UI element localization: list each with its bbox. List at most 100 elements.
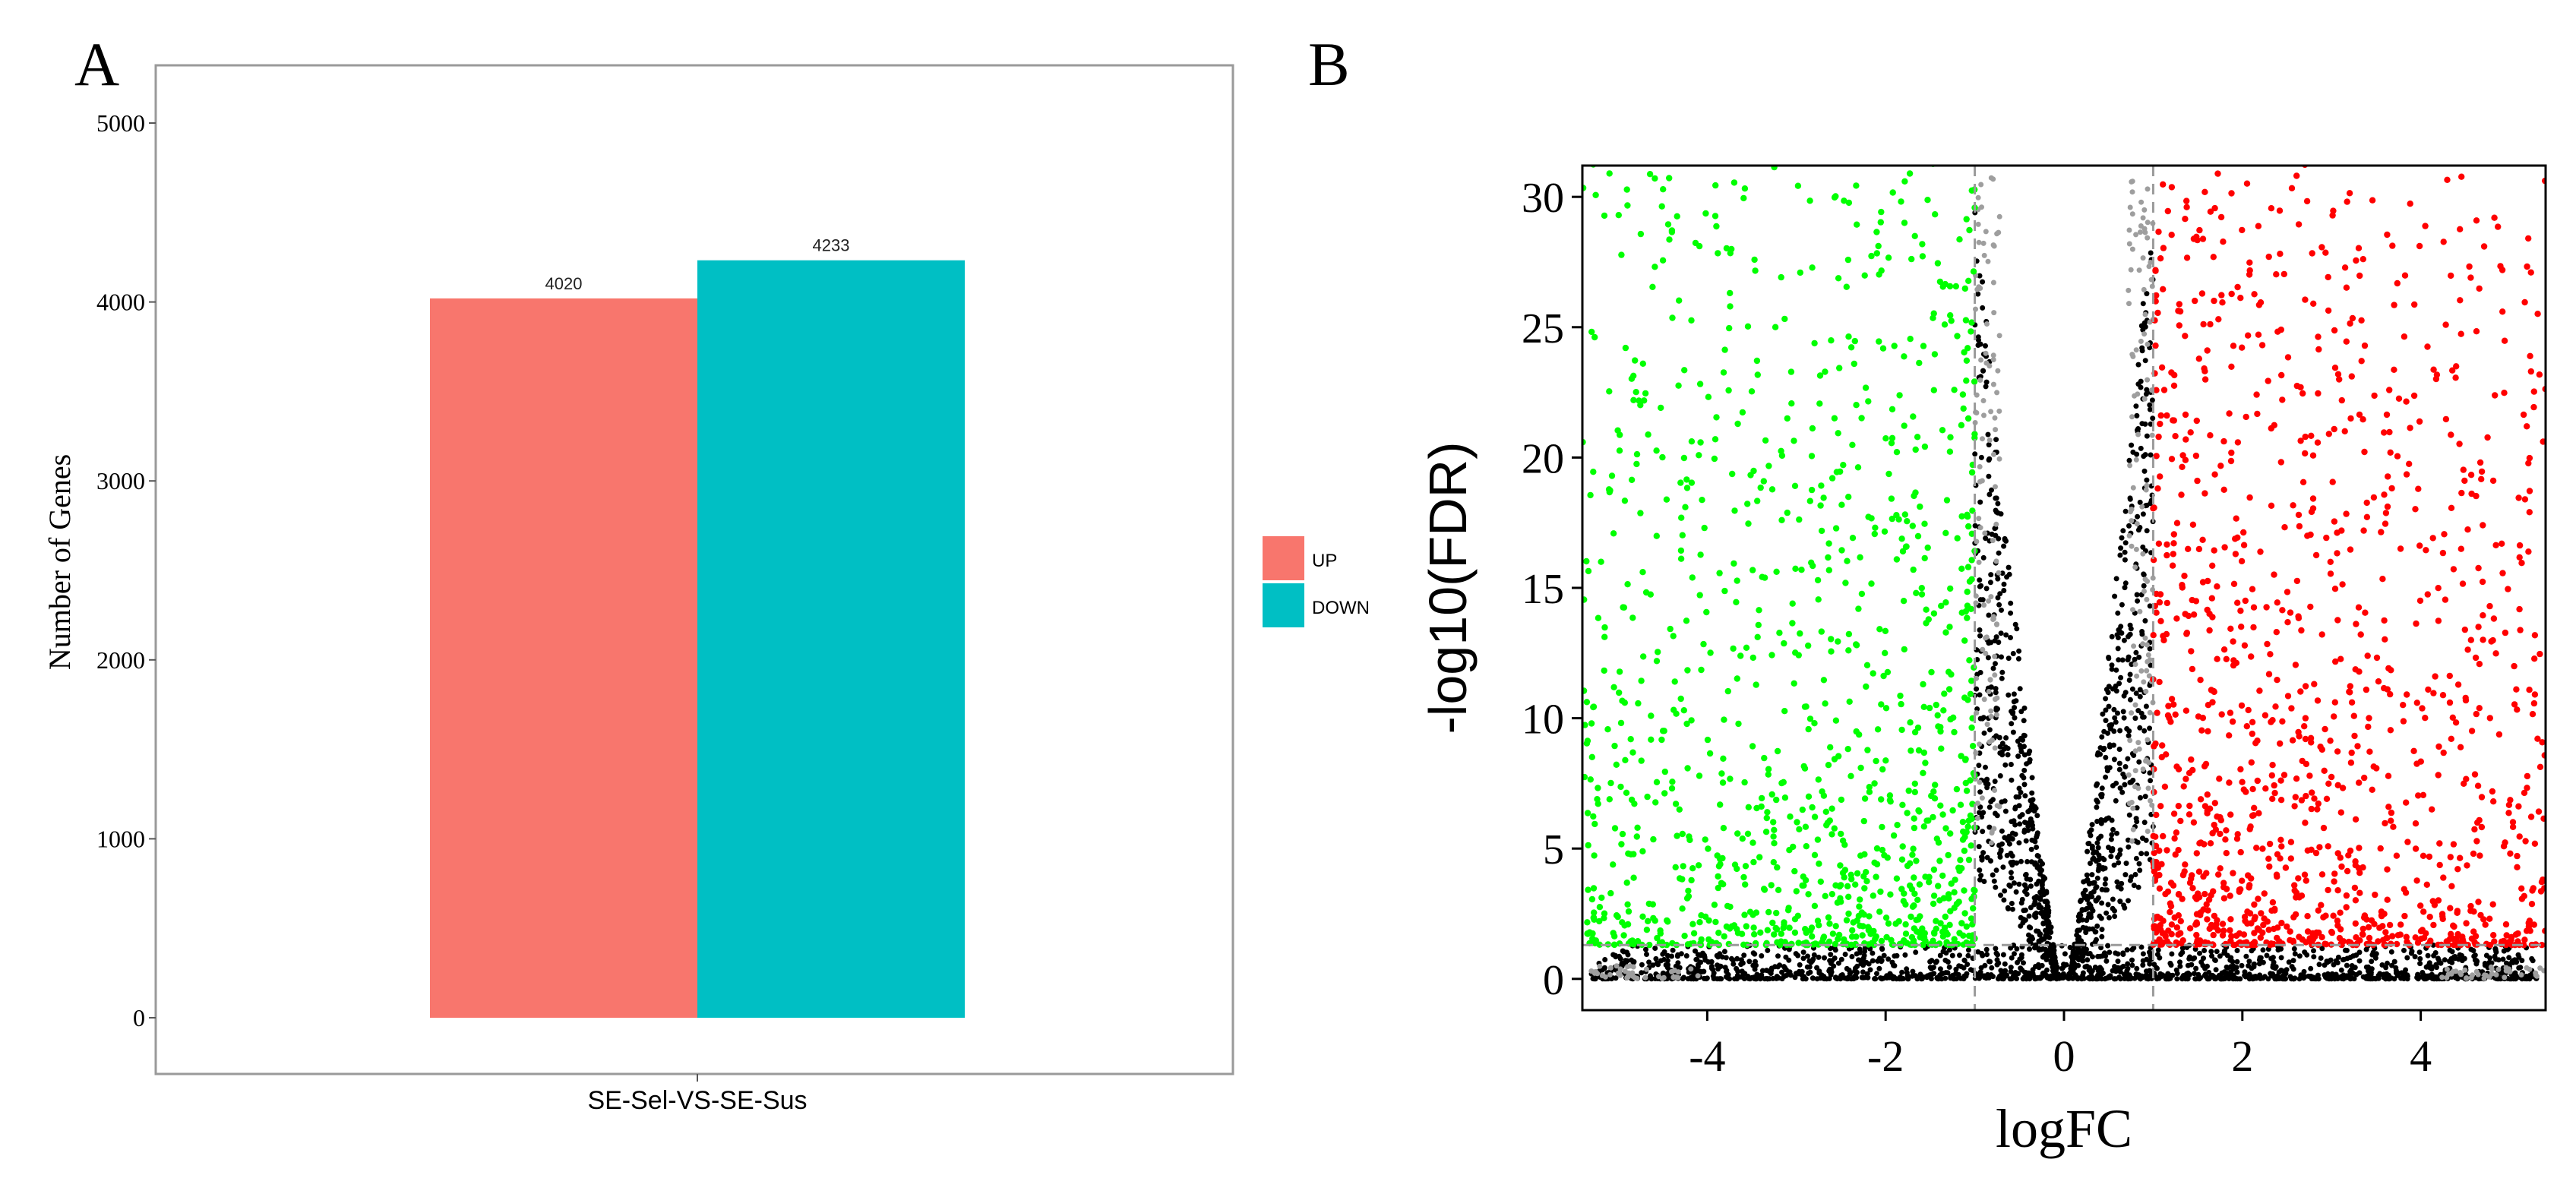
volcano-point	[1887, 891, 1894, 898]
volcano-point	[1928, 668, 1935, 676]
volcano-point	[2170, 810, 2178, 817]
volcano-point	[1902, 543, 1910, 551]
volcano-point	[1828, 648, 1835, 655]
volcano-point	[2382, 520, 2389, 527]
volcano-point	[2028, 883, 2034, 889]
volcano-point	[2117, 969, 2123, 975]
volcano-point	[1990, 872, 1996, 878]
volcano-point	[2518, 560, 2525, 567]
volcano-point	[2319, 946, 2325, 952]
volcano-point	[1937, 966, 1943, 972]
volcano-point	[1917, 503, 1923, 510]
volcano-point	[2129, 178, 2135, 185]
volcano-point	[2339, 581, 2346, 588]
volcano-point	[1714, 976, 1720, 982]
volcano-point	[2525, 235, 2532, 242]
volcano-point	[1611, 933, 1618, 940]
volcano-point	[1992, 653, 1998, 659]
volcano-point	[2234, 534, 2241, 541]
volcano-point	[1800, 873, 1806, 880]
volcano-point	[1947, 908, 1954, 914]
volcano-point	[2217, 813, 2224, 821]
volcano-point	[2143, 757, 2149, 763]
volcano-point	[1669, 314, 1676, 321]
volcano-point	[1983, 586, 1990, 592]
volcano-point	[1826, 921, 1833, 927]
volcano-point	[2094, 884, 2100, 890]
volcano-point	[1911, 788, 1918, 796]
volcano-point	[1870, 892, 1876, 899]
volcano-point	[2211, 297, 2217, 305]
volcano-point	[1816, 922, 1822, 929]
volcano-point	[1809, 804, 1816, 811]
volcano-point	[2331, 962, 2337, 968]
volcano-point	[1863, 683, 1870, 690]
volcano-point	[2320, 914, 2327, 921]
volcano-point	[1825, 567, 1832, 573]
volcano-point	[2148, 501, 2154, 507]
volcano-point	[1828, 636, 1835, 643]
volcano-point	[2502, 921, 2510, 928]
volcano-point	[2401, 976, 2407, 981]
volcano-point	[2507, 968, 2513, 974]
volcano-point	[1924, 544, 1931, 551]
volcano-point	[2197, 677, 2204, 684]
volcano-point	[2094, 804, 2100, 810]
volcano-point	[2169, 951, 2175, 957]
volcano-point	[1591, 333, 1598, 341]
volcano-point	[2112, 914, 2118, 919]
volcano-point	[2024, 859, 2031, 864]
volcano-point	[2145, 235, 2151, 241]
volcano-point	[1968, 677, 1975, 684]
volcano-point	[1585, 567, 1592, 575]
volcano-point	[2195, 545, 2203, 553]
volcano-point	[1831, 825, 1838, 832]
volcano-point	[1983, 635, 1989, 641]
volcano-point	[1958, 513, 1965, 520]
volcano-point	[1620, 604, 1626, 611]
bar-x-category-label: SE-Sel-VS-SE-Sus	[587, 1086, 807, 1115]
volcano-point	[1901, 646, 1908, 653]
volcano-point	[2401, 272, 2409, 279]
volcano-point	[1828, 972, 1834, 977]
volcano-point	[2301, 723, 2308, 730]
volcano-point	[1601, 633, 1608, 640]
volcano-point	[1720, 755, 1727, 762]
volcano-point	[2095, 976, 2101, 981]
volcano-point	[2476, 816, 2483, 824]
volcano-point	[2012, 715, 2018, 721]
volcano-point	[2307, 603, 2314, 611]
volcano-point	[1671, 678, 1678, 685]
volcano-point	[1860, 969, 1866, 975]
volcano-point	[1938, 745, 1945, 752]
volcano-point	[2334, 550, 2341, 557]
volcano-point	[2358, 358, 2365, 365]
volcano-point	[1601, 212, 1608, 220]
volcano-point	[2015, 959, 2020, 965]
volcano-point	[2133, 456, 2139, 463]
volcano-point	[2137, 725, 2143, 731]
volcano-point	[2407, 201, 2413, 207]
volcano-point	[1914, 434, 1921, 441]
volcano-point	[2363, 916, 2370, 923]
volcano-point	[2017, 821, 2023, 827]
volcano-point	[2198, 839, 2205, 846]
volcano-point	[2014, 976, 2020, 981]
volcano-point	[2019, 812, 2025, 818]
volcano-point	[1765, 908, 1772, 916]
volcano-point	[2235, 976, 2240, 982]
volcano-point	[2352, 666, 2359, 673]
volcano-point	[2297, 688, 2304, 695]
volcano-point	[2310, 300, 2317, 307]
volcano-point	[2473, 328, 2480, 335]
volcano-point	[2143, 688, 2149, 694]
volcano-point	[1647, 591, 1654, 598]
volcano-point	[1998, 630, 2004, 636]
volcano-point	[1980, 305, 1986, 311]
volcano-point	[2453, 363, 2460, 370]
volcano-point	[2201, 368, 2208, 374]
volcano-point	[1996, 550, 2002, 556]
volcano-point	[2255, 974, 2261, 980]
volcano-point	[1726, 324, 1733, 332]
